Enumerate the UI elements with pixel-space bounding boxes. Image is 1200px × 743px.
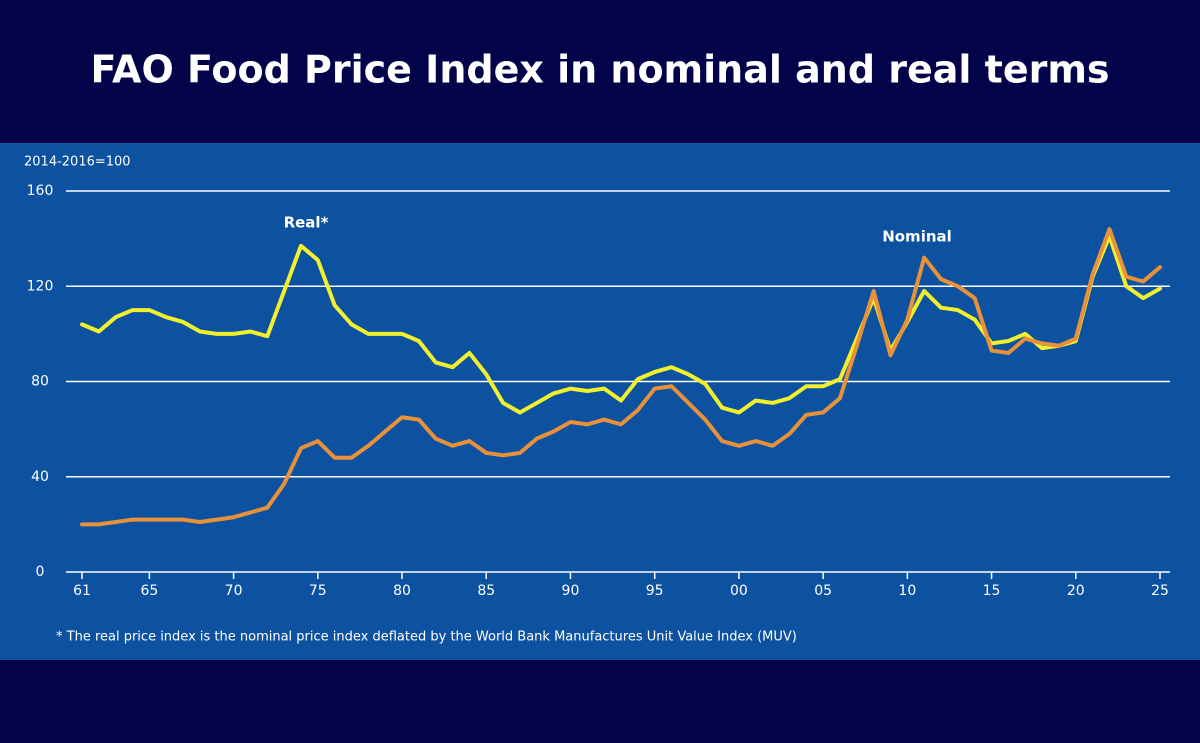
x-tick-label: 25 (1151, 583, 1169, 599)
y-tick-label: 80 (31, 374, 49, 390)
x-tick-label: 75 (309, 583, 327, 599)
y-tick-label: 120 (27, 278, 54, 294)
x-tick-label: 10 (898, 583, 916, 599)
x-tick-label: 15 (983, 583, 1001, 599)
x-tick-label: 70 (225, 583, 243, 599)
x-tick-label: 85 (477, 583, 495, 599)
x-tick-label: 05 (814, 583, 832, 599)
footnote: * The real price index is the nominal pr… (56, 630, 797, 645)
x-tick-label: 90 (562, 583, 580, 599)
chart-panel (0, 143, 1200, 660)
y-tick-label: 40 (31, 469, 49, 485)
x-tick-label: 20 (1067, 583, 1085, 599)
page-title: FAO Food Price Index in nominal and real… (90, 48, 1109, 92)
series-annotation: Nominal (882, 228, 952, 246)
line-series (80, 227, 1162, 527)
x-tick-label: 80 (393, 583, 411, 599)
series-annotation: Real* (284, 214, 329, 232)
y-unit-label: 2014-2016=100 (24, 155, 131, 170)
plot: 0 40 80 120 160 61 65 70 75 80 85 90 95 00 05 10 15 20 25 (27, 183, 1170, 599)
x-tick-label: 00 (730, 583, 748, 599)
y-tick-label: 0 (36, 564, 45, 580)
x-tick-label: 61 (73, 583, 91, 599)
y-tick-label: 160 (27, 183, 54, 199)
x-tick-label: 95 (646, 583, 664, 599)
x-tick-label: 65 (140, 583, 158, 599)
line-series (80, 234, 1162, 415)
